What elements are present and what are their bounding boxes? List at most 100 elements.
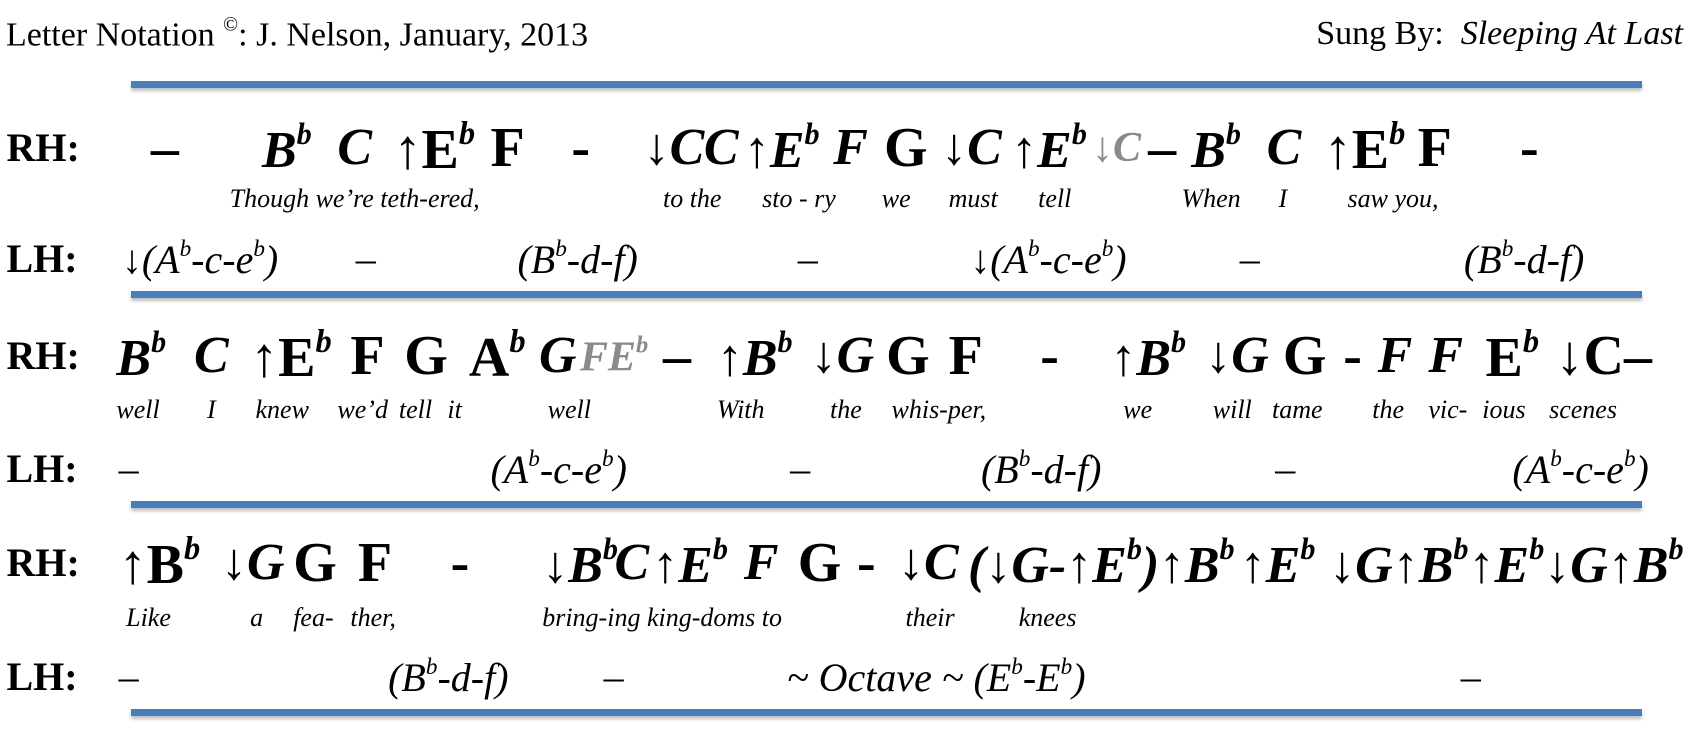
lh-chord: ↓(Ab-c-eb) xyxy=(121,236,279,282)
header-left: Letter Notation ©: J. Nelson, January, 2… xyxy=(6,13,588,54)
note-text: F xyxy=(1428,326,1464,384)
note-text: (B xyxy=(980,447,1019,493)
note-text: – xyxy=(118,445,139,491)
note-text: C xyxy=(614,533,650,591)
rule xyxy=(131,81,1642,88)
lyric: their xyxy=(905,602,955,632)
rh-note: ↑Bb xyxy=(1159,534,1235,592)
note-text: ↓(A xyxy=(970,236,1028,282)
rh-note: F xyxy=(1378,329,1413,382)
lyric: we xyxy=(1123,394,1153,424)
accidental: b xyxy=(1300,531,1316,566)
rh-note: (↓G-↑Eb) xyxy=(968,534,1159,592)
lyric: I xyxy=(1278,184,1288,214)
note-text: F xyxy=(833,118,868,176)
accidental: b xyxy=(804,116,820,151)
note-text: G xyxy=(539,326,577,384)
note-text: – xyxy=(1239,235,1260,281)
accidental: b xyxy=(1071,116,1087,151)
accidental: b xyxy=(555,235,567,262)
rh-note: - xyxy=(1040,328,1059,384)
rh-note: ↓C xyxy=(644,121,705,174)
rh-note: ↑Eb xyxy=(1324,117,1406,178)
rh-note: ↑Eb xyxy=(1011,119,1087,177)
note-text: -d-f) xyxy=(1513,236,1585,282)
rh-note: – xyxy=(1148,120,1176,176)
note-text: ) xyxy=(264,236,279,282)
note-text: F xyxy=(948,324,983,387)
title: Letter Notation xyxy=(6,16,215,54)
lyric: scenes xyxy=(1549,394,1617,424)
rh-note: F xyxy=(1418,120,1452,176)
rh-note: C xyxy=(337,121,372,174)
note-text: C xyxy=(194,326,229,384)
note-text: - xyxy=(1040,324,1059,387)
lh-chord: (Bb-d-f) xyxy=(388,655,508,698)
note-text: ↑E xyxy=(652,536,713,594)
rh-note: ↓G xyxy=(1205,329,1269,382)
accidental: b xyxy=(1219,531,1235,566)
note-text: – xyxy=(797,235,818,281)
note-text: B xyxy=(116,329,152,387)
note-text: – xyxy=(118,653,139,699)
note-text: C xyxy=(703,118,739,176)
lyric: bring-ing king-doms to xyxy=(542,602,782,632)
note-text: ) xyxy=(613,447,627,493)
rh-note: G xyxy=(798,535,842,591)
note-text: G xyxy=(883,116,928,179)
note-text: ↓G xyxy=(810,326,875,384)
lyric: tell xyxy=(1038,184,1072,214)
rh-note: F xyxy=(490,120,524,176)
accidental: b xyxy=(1225,116,1241,151)
lyric: ther, xyxy=(350,602,396,632)
lh-chord: – xyxy=(603,653,624,699)
copyright: © xyxy=(223,13,239,36)
note-text: -d-f) xyxy=(1030,447,1102,493)
note-text: ↓B xyxy=(542,536,603,594)
rh-note: G xyxy=(404,328,448,384)
rh-note: ↓C xyxy=(941,121,1002,174)
note-text: (↓G-↑E xyxy=(968,536,1127,594)
note-text: -c-e xyxy=(1039,236,1102,282)
rh-note: - xyxy=(571,120,590,176)
lh-chord: (Bb-d-f) xyxy=(517,235,637,280)
accidental: b xyxy=(1171,324,1187,359)
accidental: b xyxy=(635,331,649,359)
lyric: well xyxy=(547,394,591,424)
note-text: F xyxy=(357,531,393,594)
rh-note: - xyxy=(1520,120,1539,176)
note-text: ↑E xyxy=(1011,121,1072,179)
note-text: ~ Octave ~ (E xyxy=(786,655,1012,701)
note-text: – xyxy=(603,653,624,699)
rh-note: F xyxy=(350,328,384,384)
rh-note: F xyxy=(744,536,779,589)
accidental: b xyxy=(712,531,728,566)
lyric: it xyxy=(447,394,462,424)
note-text: (A xyxy=(490,447,529,493)
note-text: ↑B xyxy=(118,533,184,596)
note-text: G xyxy=(404,324,448,387)
lyric: ious xyxy=(1482,394,1526,424)
lh-chord: ~ Octave ~ (Eb-Eb) xyxy=(786,655,1086,701)
note-text: ↑E xyxy=(1323,118,1390,181)
lh-chord: – xyxy=(1275,448,1295,489)
rh-note: F xyxy=(833,118,868,176)
rh-note: ↑Bb xyxy=(717,327,793,385)
lh-chord: – xyxy=(790,448,810,489)
note-text: ) xyxy=(1072,655,1086,701)
note-text: – xyxy=(1460,653,1481,699)
lh-chord: (Bb-d-f) xyxy=(980,447,1102,493)
lyric: vic- xyxy=(1428,394,1468,424)
accidental: b xyxy=(183,530,201,567)
accidental: b xyxy=(296,116,312,151)
note-text: ↓G xyxy=(220,533,285,591)
note-text: – xyxy=(662,324,691,387)
lyric: fea- xyxy=(293,602,334,632)
note-text: ↓(A xyxy=(121,236,180,282)
rh-note: C xyxy=(1267,121,1302,174)
rh-note: G xyxy=(886,328,930,384)
rh-note: F xyxy=(949,328,983,384)
note-text: – xyxy=(355,235,376,281)
rh-note: ↑Bb xyxy=(118,530,201,596)
accidental: b xyxy=(1522,323,1540,360)
